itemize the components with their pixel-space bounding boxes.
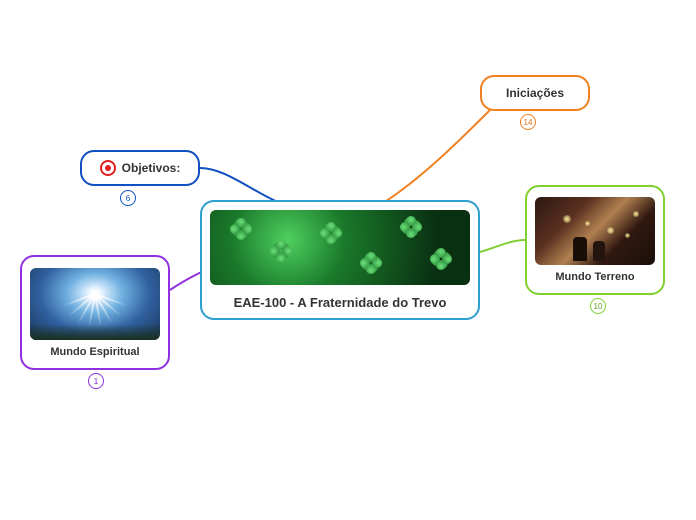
objetivos-badge[interactable]: 6 xyxy=(120,190,136,206)
center-title: EAE-100 - A Fraternidade do Trevo xyxy=(234,295,447,310)
espiritual-title: Mundo Espiritual xyxy=(50,346,139,358)
iniciacoes-title: Iniciações xyxy=(506,86,564,100)
center-node[interactable]: EAE-100 - A Fraternidade do Trevo xyxy=(200,200,480,320)
node-terreno[interactable]: Mundo Terreno xyxy=(525,185,665,295)
clover-image xyxy=(210,210,470,285)
node-espiritual[interactable]: Mundo Espiritual xyxy=(20,255,170,370)
terreno-badge[interactable]: 10 xyxy=(590,298,606,314)
espiritual-badge[interactable]: 1 xyxy=(88,373,104,389)
espiritual-image xyxy=(30,268,160,340)
objetivos-title: Objetivos: xyxy=(122,161,181,175)
iniciacoes-badge[interactable]: 14 xyxy=(520,114,536,130)
terreno-image xyxy=(535,197,655,265)
node-iniciacoes[interactable]: Iniciações xyxy=(480,75,590,111)
node-objetivos[interactable]: Objetivos: xyxy=(80,150,200,186)
target-icon xyxy=(100,160,116,176)
terreno-title: Mundo Terreno xyxy=(555,271,634,283)
